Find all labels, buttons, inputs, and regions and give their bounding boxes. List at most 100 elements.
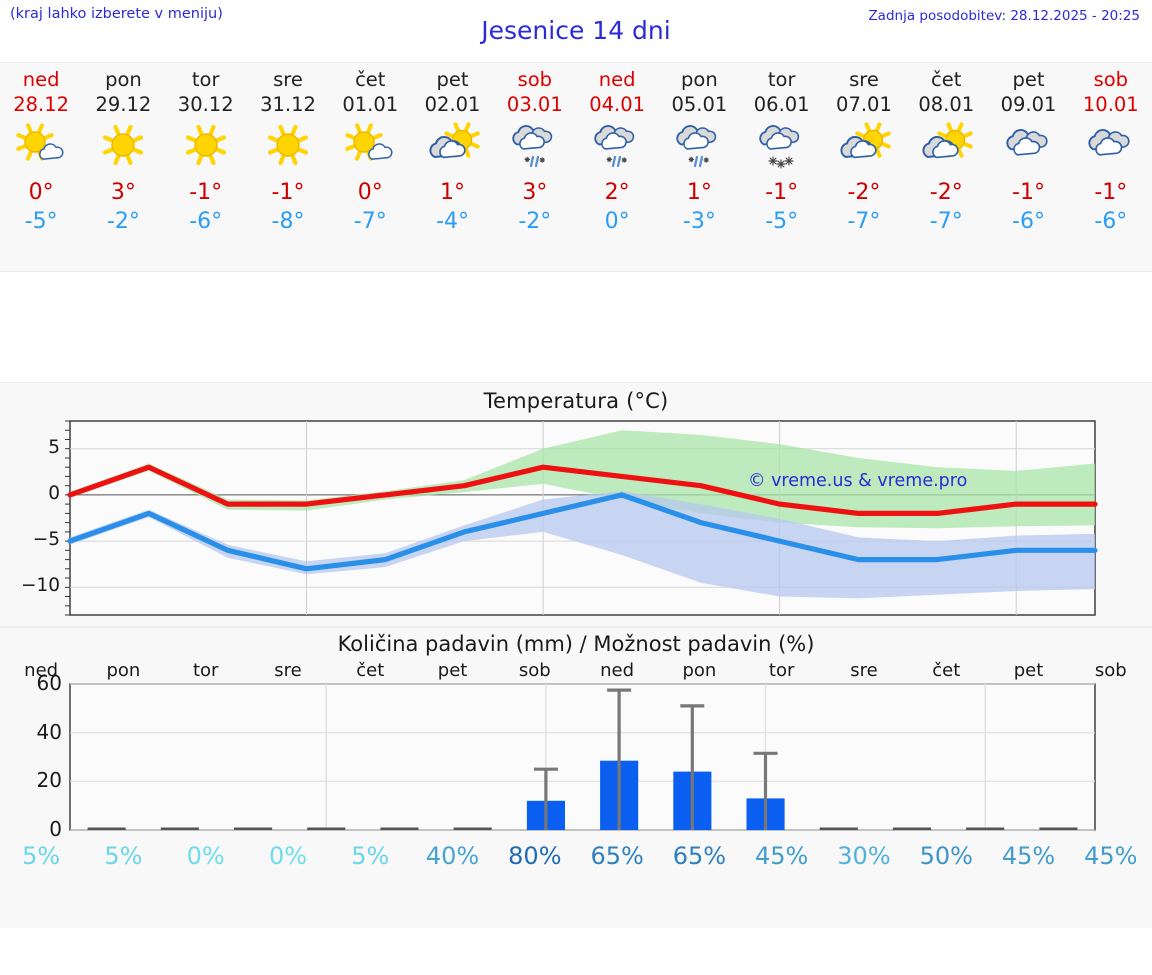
temperature-y-tick: −5 xyxy=(32,529,60,551)
precipitation-day-label: pon xyxy=(106,660,141,681)
day-temp-min: -6° xyxy=(189,209,223,234)
day-column[interactable]: sre 31.12 -1° -8° xyxy=(247,63,329,271)
day-date: 06.01 xyxy=(753,93,810,116)
precipitation-probability: 5% xyxy=(351,842,390,870)
day-temp-min: -6° xyxy=(1012,209,1045,234)
day-date: 28.12 xyxy=(13,93,70,116)
day-column[interactable]: ned 04.01 2° 0° xyxy=(576,63,658,271)
day-column[interactable]: pon 29.12 3° -2° xyxy=(82,63,164,271)
day-temp-min: 0° xyxy=(604,209,630,234)
day-column[interactable]: sre 07.01 -2° -7° xyxy=(823,63,905,271)
precipitation-probability: 0% xyxy=(186,842,225,870)
day-temp-min: -7° xyxy=(353,209,387,234)
precipitation-probability: 65% xyxy=(672,842,727,870)
daily-forecast-strip: ned 28.12 0° -5° pon 29.12 3° -2° tor 30.1… xyxy=(0,62,1152,272)
day-column[interactable]: ned 28.12 0° -5° xyxy=(0,63,82,271)
day-name: ned xyxy=(22,68,60,91)
day-date: 31.12 xyxy=(260,93,316,116)
last-updated-label: Zadnja posodobitev: 28.12.2025 - 20:25 xyxy=(868,8,1140,24)
day-column[interactable]: sob 10.01 -1° -6° xyxy=(1070,63,1152,271)
day-temp-max: 3° xyxy=(110,180,136,205)
precipitation-probability: 45% xyxy=(755,842,809,870)
precipitation-y-tick: 40 xyxy=(36,719,62,744)
day-name: pet xyxy=(1012,68,1045,91)
day-date: 03.01 xyxy=(506,93,563,116)
day-date: 10.01 xyxy=(1082,93,1139,116)
day-temp-min: -6° xyxy=(1094,209,1128,234)
cloud-rain-snow-icon xyxy=(504,120,566,172)
precipitation-chart-section: Količina padavin (mm) / Možnost padavin … xyxy=(0,627,1152,928)
day-name: sob xyxy=(517,68,553,91)
precipitation-probability: 65% xyxy=(590,842,644,870)
day-column[interactable]: pet 09.01 -1° -6° xyxy=(987,63,1069,271)
precipitation-probability: 50% xyxy=(919,842,973,870)
sun-behind-cloud-icon xyxy=(833,120,895,172)
day-temp-max: 3° xyxy=(522,180,548,205)
day-date: 29.12 xyxy=(95,93,152,116)
day-temp-max: -2° xyxy=(847,180,881,205)
day-temp-min: -7° xyxy=(847,209,881,234)
precipitation-day-label: sre xyxy=(274,660,302,681)
day-temp-min: -7° xyxy=(929,209,963,234)
cloudy-icon xyxy=(998,120,1060,172)
day-temp-min: -5° xyxy=(24,209,58,234)
day-name: sre xyxy=(273,68,303,91)
precipitation-day-label: čet xyxy=(356,660,385,681)
day-name: tor xyxy=(767,68,796,91)
day-temp-max: 1° xyxy=(440,180,466,205)
day-column[interactable]: tor 30.12 -1° -6° xyxy=(165,63,247,271)
day-temp-max: -1° xyxy=(1094,180,1128,205)
temperature-y-tick: 5 xyxy=(48,436,60,458)
day-temp-min: -3° xyxy=(682,209,716,234)
day-temp-min: -5° xyxy=(765,209,799,234)
day-name: ned xyxy=(598,68,636,91)
page-header: (kraj lahko izberete v meniju) Jesenice … xyxy=(0,0,1152,62)
day-name: sob xyxy=(1093,68,1129,91)
precipitation-y-tick: 0 xyxy=(49,817,62,841)
day-temp-min: -8° xyxy=(271,209,305,234)
sun-icon xyxy=(175,120,237,172)
precipitation-probability: 45% xyxy=(1084,842,1138,870)
precipitation-day-label: pet xyxy=(1013,660,1044,681)
spacer-band xyxy=(0,272,1152,382)
precipitation-y-tick: 60 xyxy=(36,671,62,695)
day-column[interactable]: pon 05.01 1° -3° xyxy=(658,63,740,271)
day-temp-max: -1° xyxy=(271,180,305,205)
day-name: sre xyxy=(849,68,879,91)
sun-behind-cloud-icon xyxy=(915,120,977,172)
day-temp-min: -2° xyxy=(518,209,552,234)
day-date: 07.01 xyxy=(836,93,892,116)
day-temp-max: 0° xyxy=(28,180,54,205)
precipitation-probability-row: 5% 5% 0% 0% 5% 40% 80% 65% 65% 45% 30% 50% 45% 45% xyxy=(0,842,1152,870)
precipitation-chart-title: Količina padavin (mm) / Možnost padavin … xyxy=(337,632,815,656)
day-date: 04.01 xyxy=(589,93,646,116)
day-date: 30.12 xyxy=(177,93,234,116)
day-temp-max: -1° xyxy=(189,180,223,205)
precipitation-day-label: sre xyxy=(850,660,878,681)
sun-cloud-icon xyxy=(10,120,72,172)
day-column[interactable]: pet 02.01 1° -4° xyxy=(411,63,493,271)
day-temp-max: 0° xyxy=(357,180,383,205)
location-menu-hint[interactable]: (kraj lahko izberete v meniju) xyxy=(10,6,223,22)
temperature-chart-section: Temperatura (°C) 5 0 −5 −10 © vreme.us & vre… xyxy=(0,382,1152,627)
precipitation-probability: 5% xyxy=(104,842,143,870)
day-temp-max: 1° xyxy=(686,180,712,205)
cloud-rain-snow-icon xyxy=(668,120,730,172)
day-temp-max: -1° xyxy=(1012,180,1045,205)
day-column[interactable]: tor 06.01 -1° -5° xyxy=(741,63,823,271)
precipitation-day-label: tor xyxy=(192,660,219,681)
page-title: Jesenice 14 dni xyxy=(481,16,671,45)
day-column[interactable]: čet 08.01 -2° -7° xyxy=(905,63,987,271)
precipitation-day-label: pet xyxy=(437,660,468,681)
temperature-chart-title: Temperatura (°C) xyxy=(483,389,669,413)
precipitation-day-label: tor xyxy=(768,660,795,681)
day-name: čet xyxy=(355,68,386,91)
day-name: pet xyxy=(436,68,469,91)
day-date: 02.01 xyxy=(424,93,481,116)
day-temp-max: -2° xyxy=(929,180,963,205)
day-column[interactable]: čet 01.01 0° -7° xyxy=(329,63,411,271)
precipitation-day-label: pon xyxy=(682,660,717,681)
day-column[interactable]: sob 03.01 3° -2° xyxy=(494,63,576,271)
day-date: 08.01 xyxy=(918,93,975,116)
copyright-watermark: © vreme.us & vreme.pro xyxy=(748,471,968,491)
